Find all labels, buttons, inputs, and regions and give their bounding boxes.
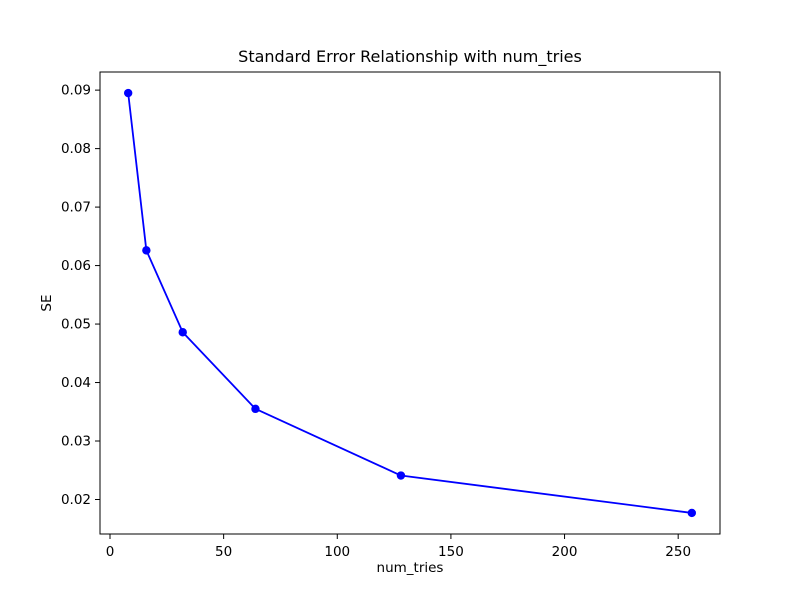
y-tick-label: 0.05 <box>61 317 91 333</box>
y-tick-label: 0.06 <box>61 258 91 274</box>
data-point <box>396 471 406 480</box>
data-point <box>123 88 133 98</box>
y-tick-label: 0.07 <box>61 200 91 216</box>
data-point <box>142 246 151 255</box>
plot-border <box>99 71 721 535</box>
x-tick-label: 200 <box>552 544 578 560</box>
y-tick-label: 0.09 <box>61 83 91 99</box>
y-tick-label: 0.04 <box>61 375 91 391</box>
x-tick-label: 50 <box>215 544 232 560</box>
x-tick-label: 150 <box>438 544 464 560</box>
y-tick-label: 0.02 <box>61 492 91 508</box>
x-tick-label: 250 <box>665 544 691 560</box>
x-axis-label: num_tries <box>377 560 444 576</box>
data-point <box>251 404 260 414</box>
axes-layer: 0 50 100 150 200 250 0.02 0.03 0.04 0.05 0.06 0.07 0… <box>61 71 721 560</box>
y-axis-label: SE <box>39 294 55 311</box>
y-tick-label: 0.03 <box>61 434 91 450</box>
x-tick-label: 100 <box>324 544 350 560</box>
data-line <box>127 92 693 514</box>
data-point <box>178 328 187 337</box>
data-point <box>687 508 697 518</box>
chart-title: Standard Error Relationship with num_tri… <box>238 47 582 67</box>
x-tick-label: 0 <box>106 544 115 560</box>
y-tick-label: 0.08 <box>61 141 91 157</box>
